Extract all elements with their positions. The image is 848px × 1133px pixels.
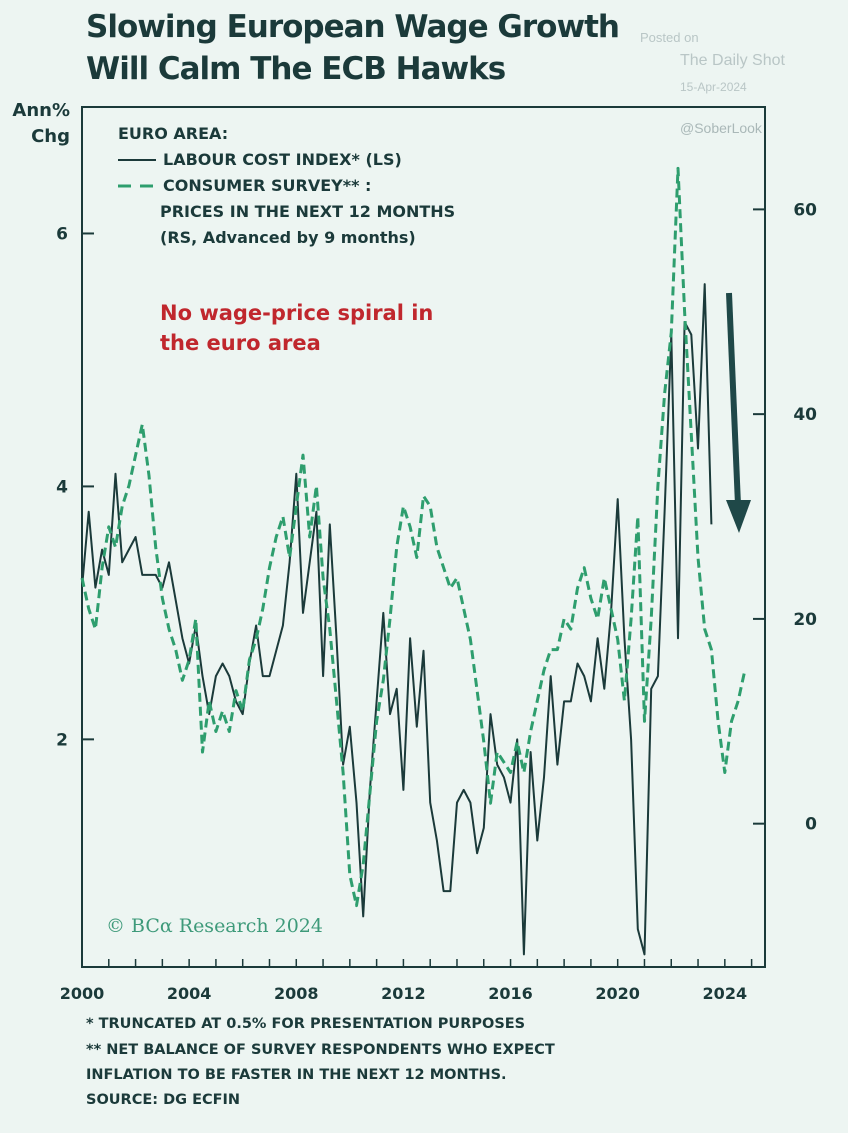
x-axis-tick-label: 2004	[166, 984, 212, 1003]
plot-frame	[81, 106, 766, 968]
title-line-2: Will Calm The ECB Hawks	[86, 51, 506, 87]
footnote-3: INFLATION TO BE FASTER IN THE NEXT 12 MO…	[86, 1067, 507, 1083]
annotation: No wage-price spiral in the euro area	[160, 298, 433, 358]
right-axis-tick-label: 20	[793, 610, 817, 630]
down-arrow-head	[726, 500, 751, 533]
left-axis-tick-label: 4	[56, 477, 68, 497]
watermark-posted: Posted on	[640, 30, 699, 45]
watermark-date: 15-Apr-2024	[680, 80, 747, 94]
title-line-1: Slowing European Wage Growth	[86, 9, 620, 45]
x-axis-tick-label: 2024	[702, 984, 748, 1003]
watermark-site: The Daily Shot	[680, 52, 785, 69]
legend-labour-label: LABOUR COST INDEX* (LS)	[163, 150, 402, 169]
left-axis-tick-label: 6	[56, 224, 68, 244]
legend-survey-label: CONSUMER SURVEY** :	[163, 176, 372, 195]
x-axis-tick-label: 2020	[595, 984, 640, 1003]
consumer-survey-line	[80, 166, 747, 908]
chart-title: Slowing European Wage Growth Will Calm T…	[86, 6, 620, 90]
labour-cost-line	[81, 283, 713, 956]
footnote-4: SOURCE: DG ECFIN	[86, 1092, 241, 1108]
x-axis-tick-label: 2000	[59, 984, 105, 1003]
legend-survey-label-line-2: PRICES IN THE NEXT 12 MONTHS	[160, 202, 456, 221]
footnote-2: ** NET BALANCE OF SURVEY RESPONDENTS WHO…	[86, 1042, 555, 1058]
annotation-line-1: No wage-price spiral in	[160, 301, 434, 325]
legend-survey-label-line-3: (RS, Advanced by 9 months)	[160, 228, 416, 247]
right-axis-tick-label: 40	[793, 405, 817, 425]
x-axis-tick-label: 2016	[488, 984, 533, 1003]
watermark-handle: @SoberLook	[680, 120, 762, 136]
annotation-line-2: the euro area	[160, 331, 321, 355]
legend-heading: EURO AREA:	[118, 124, 229, 143]
footnote-1: * TRUNCATED AT 0.5% FOR PRESENTATION PUR…	[86, 1016, 526, 1032]
left-axis-unit: Ann% Chg	[10, 98, 70, 150]
right-axis-tick-label: 0	[805, 815, 817, 835]
left-axis-unit-line-1: Ann%	[12, 100, 70, 121]
left-axis-tick-label: 2	[56, 730, 68, 750]
x-axis-tick-label: 2012	[381, 984, 426, 1003]
source-credit: © BCα Research 2024	[106, 915, 323, 937]
right-axis-tick-label: 60	[793, 200, 817, 220]
down-arrow-shaft	[726, 292, 741, 506]
left-axis-unit-line-2: Chg	[31, 126, 70, 147]
x-axis-tick-label: 2008	[274, 984, 319, 1003]
